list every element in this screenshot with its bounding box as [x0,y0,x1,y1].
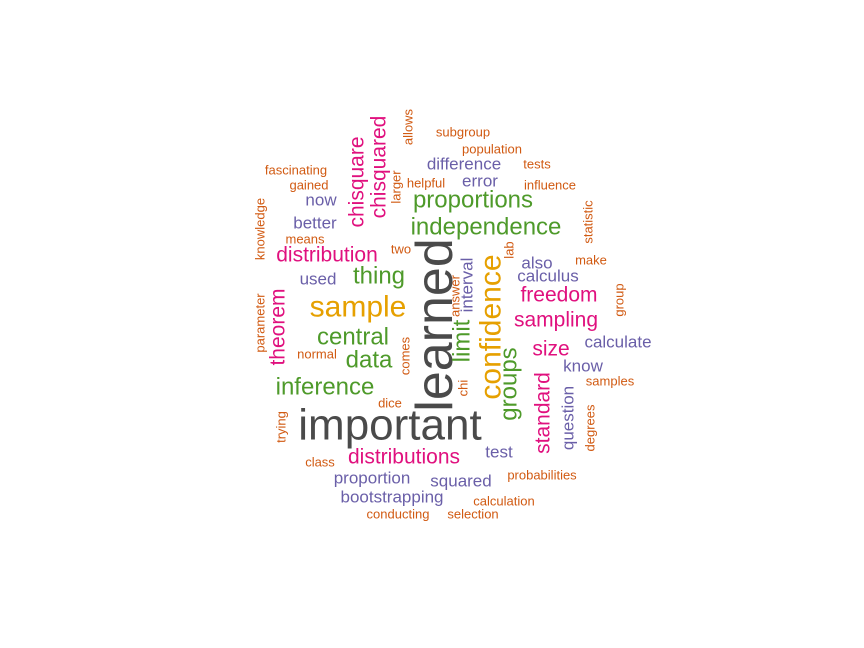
word-conducting: conducting [367,507,430,522]
word-bootstrapping: bootstrapping [340,488,443,507]
word-samples: samples [586,374,635,389]
word-thing: thing [353,263,405,290]
word-probabilities: probabilities [507,468,577,483]
word-now: now [305,191,337,210]
word-independence: independence [411,214,562,241]
word-distributions: distributions [348,446,460,469]
word-larger: larger [389,170,404,204]
word-confidence: confidence [475,254,508,399]
word-two: two [391,242,411,257]
word-sampling: sampling [514,309,598,332]
word-question: question [559,386,578,450]
word-helpful: helpful [407,176,445,191]
word-chi: chi [456,380,471,397]
word-standard: standard [532,372,555,454]
word-parameter: parameter [253,293,268,353]
word-better: better [293,214,337,233]
word-inference: inference [276,374,375,401]
word-knowledge: knowledge [253,198,268,260]
word-statistic: statistic [581,200,596,244]
word-tests: tests [523,157,551,172]
word-gained: gained [289,178,328,193]
word-population: population [462,142,522,157]
word-calculus: calculus [517,267,578,286]
word-proportions: proportions [413,187,533,214]
word-learned: learned [406,238,464,411]
word-group: group [612,283,627,316]
word-degrees: degrees [583,404,598,451]
word-dice: dice [378,396,402,411]
word-limit: limit [449,319,476,362]
word-proportion: proportion [334,469,411,488]
word-influence: influence [524,178,576,193]
word-squared: squared [430,472,491,491]
word-calculate: calculate [584,333,651,352]
word-make: make [575,253,607,268]
word-means: means [285,232,325,247]
word-groups: groups [496,347,523,420]
word-important: important [298,401,481,450]
word-allows: allows [401,108,416,145]
word-class: class [305,455,335,470]
word-size: size [532,338,569,361]
word-know: know [563,357,603,376]
word-freedom: freedom [520,284,597,307]
word-central: central [317,324,389,351]
word-difference: difference [427,155,501,174]
word-also: also [521,254,552,273]
word-lab: lab [502,241,517,258]
word-error: error [462,172,498,191]
word-trying: trying [274,411,289,443]
word-data: data [346,347,393,374]
word-test: test [485,443,513,462]
word-calculation: calculation [473,494,534,509]
word-selection: selection [447,507,498,522]
word-distribution: distribution [276,244,378,267]
word-interval: interval [458,258,477,313]
word-theorem: theorem [267,288,290,365]
word-subgroup: subgroup [436,125,490,140]
word-used: used [300,270,337,289]
word-comes: comes [398,336,413,375]
word-answer: answer [448,274,463,317]
word-chisquared: chisquared [368,116,391,219]
word-sample: sample [310,291,407,324]
word-chisquare: chisquare [346,136,369,227]
word-fascinating: fascinating [265,163,327,178]
word-normal: normal [297,347,337,362]
